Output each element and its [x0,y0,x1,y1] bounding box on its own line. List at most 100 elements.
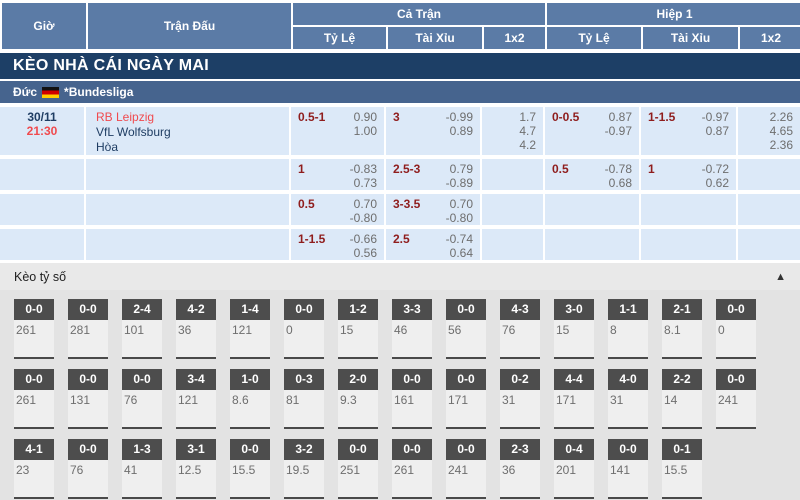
score-label: 2-4 [122,299,162,320]
h1-over-under-odds-cell[interactable] [641,229,736,260]
score-odds-cell[interactable]: 0-4 201 [554,439,594,499]
score-odds-cell[interactable]: 2-3 36 [500,439,540,499]
score-label: 3-2 [284,439,324,460]
handicap-line: 0.5-1 [298,110,326,124]
score-odds-cell[interactable]: 1-3 41 [122,439,162,499]
ft-handicap-odds-cell[interactable]: 0.5 0.70 -0.80 [291,194,384,225]
score-odds-cell[interactable]: 4-2 36 [176,299,216,359]
score-odds-cell[interactable]: 0-0 131 [68,369,108,429]
score-odds-cell[interactable]: 0-0 171 [446,369,486,429]
league-header-row[interactable]: Đức *Bundesliga [0,81,800,103]
score-odds-cell[interactable]: 2-1 8.1 [662,299,702,359]
ft-over-under-odds-cell[interactable]: 3-3.5 0.70 -0.80 [386,194,480,225]
score-odds-cell[interactable]: 3-4 121 [176,369,216,429]
score-odds-cell[interactable]: 0-0 0 [716,299,756,359]
score-label: 2-3 [500,439,540,460]
score-odds-cell[interactable]: 1-4 121 [230,299,270,359]
home-team-link[interactable]: RB Leipzig [96,110,155,124]
score-odds-cell[interactable]: 0-0 161 [392,369,432,429]
column-header-ft-handicap: Tỷ Lệ [293,27,386,49]
odds-value: 0.56 [353,246,377,260]
score-odds-cell[interactable]: 0-0 76 [122,369,162,429]
score-odds-cell[interactable]: 0-0 251 [338,439,378,499]
odds-value: 2.26 [769,110,793,124]
ft-over-under-odds-cell[interactable]: 2.5 -0.74 0.64 [386,229,480,260]
h1-over-under-odds-cell[interactable] [641,194,736,225]
score-label: 0-0 [338,439,378,460]
ft-1x2-odds-cell[interactable] [482,194,543,225]
score-odds-cell[interactable]: 2-0 9.3 [338,369,378,429]
score-label: 0-0 [392,369,432,390]
score-odds-value: 251 [340,463,361,477]
score-odds-cell[interactable]: 0-0 56 [446,299,486,359]
handicap-line: 0.5 [298,197,315,211]
ft-over-under-odds-cell[interactable]: 3 -0.99 0.89 [386,107,480,155]
score-odds-cell[interactable]: 0-0 15.5 [230,439,270,499]
score-odds-cell[interactable]: 0-1 15.5 [662,439,702,499]
h1-1x2-odds-cell[interactable]: 2.26 4.65 2.36 [738,107,800,155]
score-odds-cell[interactable]: 0-0 0 [284,299,324,359]
score-odds-value: 23 [16,463,30,477]
ft-handicap-odds-cell[interactable]: 1 -0.83 0.73 [291,159,384,190]
score-row: 0-0 261 0-0 281 2-4 101 4-2 36 1-4 121 0-0 0 1-2 15 3-… [14,299,800,359]
correct-score-section-header[interactable]: Kèo tỷ số ▲ [0,263,800,290]
score-odds-cell[interactable]: 3-2 19.5 [284,439,324,499]
score-odds-cell[interactable]: 0-0 241 [446,439,486,499]
score-odds-cell[interactable]: 0-3 81 [284,369,324,429]
ft-over-under-odds-cell[interactable]: 2.5-3 0.79 -0.89 [386,159,480,190]
h1-over-under-odds-cell[interactable]: 1-1.5 -0.97 0.87 [641,107,736,155]
column-header-first-half: Hiệp 1 [547,3,800,25]
score-odds-cell[interactable]: 0-2 31 [500,369,540,429]
ft-handicap-odds-cell[interactable]: 1-1.5 -0.66 0.56 [291,229,384,260]
h1-handicap-odds-cell[interactable]: 0.5 -0.78 0.68 [545,159,639,190]
score-odds-cell[interactable]: 1-0 8.6 [230,369,270,429]
score-odds-value: 81 [286,393,300,407]
score-odds-cell[interactable]: 4-0 31 [608,369,648,429]
h1-handicap-odds-cell[interactable] [545,229,639,260]
h1-1x2-odds-cell[interactable] [738,194,800,225]
score-odds-cell[interactable]: 4-1 23 [14,439,54,499]
odds-value: -0.83 [349,162,377,176]
score-odds-value: 15 [556,323,570,337]
h1-handicap-odds-cell[interactable] [545,194,639,225]
score-odds-value: 281 [70,323,91,337]
collapse-arrow-icon[interactable]: ▲ [775,270,786,283]
score-label: 4-3 [500,299,540,320]
h1-1x2-odds-cell[interactable] [738,229,800,260]
score-odds-cell[interactable]: 1-2 15 [338,299,378,359]
ft-1x2-odds-cell[interactable] [482,159,543,190]
away-team-link[interactable]: VfL Wolfsburg [96,125,171,139]
score-odds-cell[interactable]: 0-0 241 [716,369,756,429]
score-odds-value: 15 [340,323,354,337]
score-odds-cell[interactable]: 0-0 141 [608,439,648,499]
correct-score-grid: 0-0 261 0-0 281 2-4 101 4-2 36 1-4 121 0-0 0 1-2 15 3-… [0,290,800,500]
score-odds-cell[interactable]: 0-0 76 [68,439,108,499]
ft-1x2-odds-cell[interactable]: 1.7 4.7 4.2 [482,107,543,155]
score-odds-value: 15.5 [232,463,256,477]
h1-handicap-odds-cell[interactable]: 0-0.5 0.87 -0.97 [545,107,639,155]
score-odds-cell[interactable]: 3-1 12.5 [176,439,216,499]
score-odds-cell[interactable]: 2-2 14 [662,369,702,429]
score-odds-cell[interactable]: 0-0 261 [392,439,432,499]
score-odds-cell[interactable]: 0-0 261 [14,299,54,359]
score-odds-cell[interactable]: 4-3 76 [500,299,540,359]
ft-1x2-odds-cell[interactable] [482,229,543,260]
ft-handicap-odds-cell[interactable]: 0.5-1 0.90 1.00 [291,107,384,155]
odds-value: -0.97 [604,124,632,138]
h1-1x2-odds-cell[interactable] [738,159,800,190]
score-label: 0-0 [392,439,432,460]
score-odds-cell[interactable]: 0-0 261 [14,369,54,429]
score-label: 1-4 [230,299,270,320]
league-country-label: Đức [13,85,38,99]
column-header-h1-1x2: 1x2 [740,27,800,49]
score-odds-cell[interactable]: 3-3 46 [392,299,432,359]
score-label: 3-1 [176,439,216,460]
score-odds-cell[interactable]: 0-0 281 [68,299,108,359]
odds-value: 0.87 [608,110,632,124]
score-odds-cell[interactable]: 3-0 15 [554,299,594,359]
score-label: 1-0 [230,369,270,390]
score-odds-cell[interactable]: 2-4 101 [122,299,162,359]
score-odds-cell[interactable]: 4-4 171 [554,369,594,429]
h1-over-under-odds-cell[interactable]: 1 -0.72 0.62 [641,159,736,190]
score-odds-cell[interactable]: 1-1 8 [608,299,648,359]
